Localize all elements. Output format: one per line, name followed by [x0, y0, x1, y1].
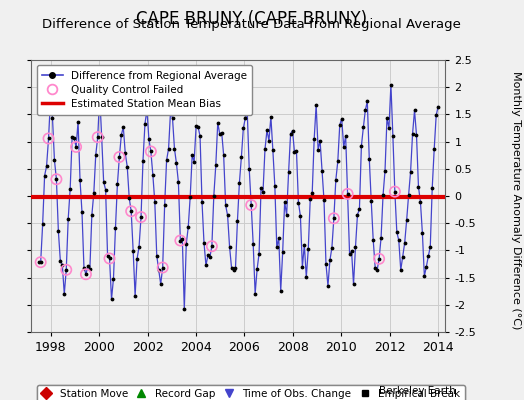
Point: [115, 154, 124, 160]
Point: [343, 191, 352, 197]
Point: [158, 264, 167, 271]
Point: [82, 271, 90, 278]
Text: CAPE BRUNY (CAPE BRUNY): CAPE BRUNY (CAPE BRUNY): [136, 10, 367, 28]
Text: Difference of Station Temperature Data from Regional Average: Difference of Station Temperature Data f…: [42, 18, 461, 31]
Point: [105, 255, 114, 262]
Text: Monthly Temperature Anomaly Difference (°C): Monthly Temperature Anomaly Difference (…: [511, 71, 521, 329]
Point: [52, 176, 61, 182]
Point: [127, 208, 135, 214]
Point: [37, 259, 45, 265]
Point: [330, 215, 338, 222]
Point: [45, 135, 53, 142]
Legend: Station Move, Record Gap, Time of Obs. Change, Empirical Break: Station Move, Record Gap, Time of Obs. C…: [37, 385, 465, 400]
Point: [137, 214, 145, 220]
Point: [176, 237, 184, 244]
Point: [147, 148, 155, 155]
Point: [208, 243, 216, 250]
Text: Berkeley Earth: Berkeley Earth: [379, 386, 456, 396]
Point: [391, 188, 399, 195]
Point: [62, 267, 70, 273]
Point: [375, 256, 383, 262]
Point: [247, 202, 255, 208]
Point: [72, 144, 80, 150]
Point: [94, 134, 102, 140]
